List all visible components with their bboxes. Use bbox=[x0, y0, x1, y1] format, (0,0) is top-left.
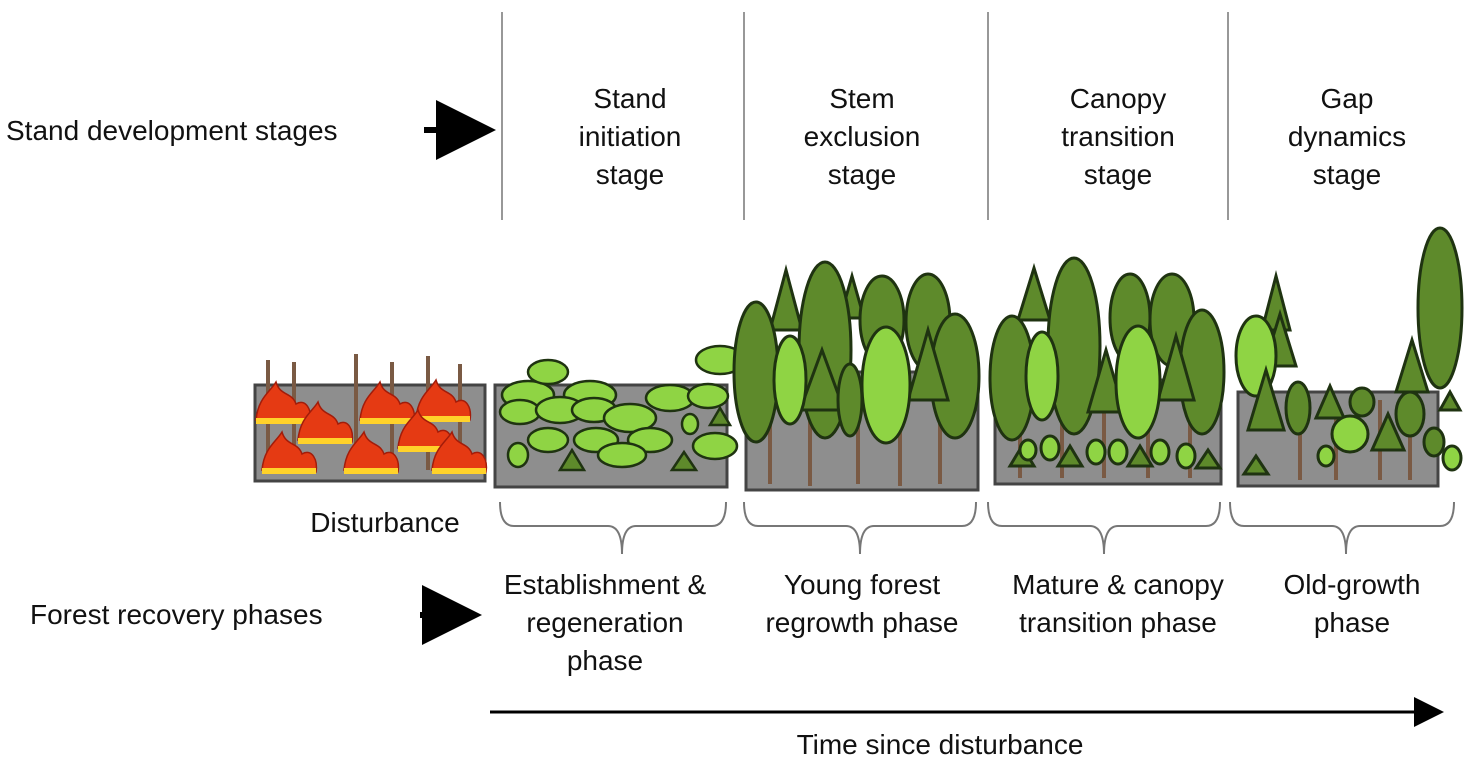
stage-label-gap-dynamics: Gap dynamics stage bbox=[1287, 83, 1407, 190]
fire-icon-8 bbox=[431, 430, 488, 474]
time-since-disturbance-label: Time since disturbance bbox=[796, 729, 1084, 760]
disturbance-label: Disturbance bbox=[310, 507, 460, 538]
fire-cluster bbox=[255, 378, 488, 474]
fire-icon-5 bbox=[261, 430, 318, 474]
fire-icon-3 bbox=[359, 380, 416, 424]
forest-recovery-phases-label: Forest recovery phases bbox=[30, 599, 323, 630]
trees-canopy-transition bbox=[988, 256, 1226, 470]
stage-label-stand-initiation: Stand initiation stage bbox=[578, 83, 682, 190]
brace-establishment bbox=[499, 501, 727, 555]
fire-icon-2 bbox=[297, 400, 354, 444]
stage-dividers bbox=[501, 12, 1229, 220]
brace-mature-canopy bbox=[987, 501, 1221, 555]
fire-icon-6 bbox=[343, 430, 400, 474]
trees-gap-dynamics bbox=[1234, 226, 1464, 476]
phase-label-mature-canopy: Mature & canopy transition phase bbox=[1012, 569, 1224, 638]
phase-braces bbox=[499, 501, 1455, 555]
stage-label-stem-exclusion: Stem exclusion stage bbox=[803, 83, 921, 190]
brace-young-forest bbox=[743, 501, 977, 555]
brace-old-growth bbox=[1229, 501, 1455, 555]
fire-icon-1 bbox=[255, 380, 312, 424]
fire-icon-4 bbox=[415, 378, 472, 422]
phase-label-old-growth: Old-growth phase bbox=[1283, 569, 1421, 638]
trees-stem-exclusion bbox=[732, 260, 981, 445]
phase-label-young-forest: Young forest regrowth phase bbox=[765, 569, 959, 638]
stage-label-canopy-transition: Canopy transition stage bbox=[1061, 83, 1175, 190]
stand-development-stages-label: Stand development stages bbox=[6, 115, 338, 146]
seedlings-stand-initiation bbox=[498, 344, 746, 472]
phase-label-establishment: Establishment & regeneration phase bbox=[503, 569, 707, 676]
pointer-arrows bbox=[420, 100, 496, 645]
understory bbox=[1007, 434, 1223, 470]
